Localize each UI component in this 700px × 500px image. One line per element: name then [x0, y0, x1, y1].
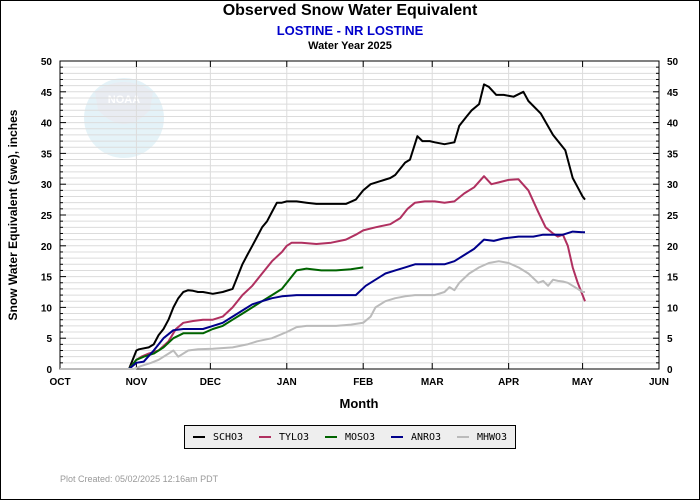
y-tick-label-left: 35 — [41, 149, 53, 160]
legend-item-scho3: SCHO3 — [192, 431, 244, 443]
y-tick-label-right: 40 — [667, 119, 679, 130]
y-tick-label-right: 5 — [667, 334, 673, 345]
y-tick-label-right: 10 — [667, 303, 679, 314]
noaa-logo-icon: NOAA — [84, 78, 164, 158]
y-tick-label-left: 50 — [41, 57, 53, 68]
series-line-scho3 — [60, 83, 586, 370]
plot-created-timestamp: Plot Created: 05/02/2025 12:16am PDT — [60, 474, 219, 484]
legend-swatch — [390, 436, 403, 438]
legend-label: ANRO3 — [410, 431, 442, 443]
y-tick-label-right: 35 — [667, 149, 679, 160]
series-line-anro3 — [60, 230, 585, 370]
legend-item-tylo3: TYLO3 — [258, 431, 310, 443]
legend-label: SCHO3 — [212, 431, 244, 443]
y-tick-label-right: 20 — [667, 242, 679, 253]
y-tick-label-left: 15 — [41, 273, 53, 284]
series-line-tylo3 — [60, 175, 586, 370]
legend-item-moso3: MOSO3 — [324, 431, 376, 443]
legend-item-mhwo3: MHWO3 — [456, 431, 508, 443]
svg-text:NOAA: NOAA — [108, 94, 140, 106]
y-tick-label-left: 10 — [41, 303, 53, 314]
y-tick-label-right: 15 — [667, 273, 679, 284]
chart-title: Observed Snow Water Equivalent — [222, 2, 478, 19]
y-tick-label-left: 5 — [46, 334, 52, 345]
y-tick-label-left: 45 — [41, 88, 53, 99]
x-tick-label: DEC — [200, 377, 221, 388]
x-axis-label: Month — [340, 396, 379, 411]
y-tick-label-left: 20 — [41, 242, 53, 253]
x-tick-label: MAR — [421, 377, 445, 388]
y-tick-label-right: 45 — [667, 88, 679, 99]
y-tick-label-right: 25 — [667, 211, 679, 222]
legend: SCHO3 TYLO3 MOSO3 ANRO3 MHWO3 — [184, 425, 516, 449]
x-tick-label: NOV — [126, 377, 148, 388]
x-tick-label: OCT — [49, 377, 70, 388]
legend-swatch — [324, 436, 337, 438]
x-tick-label: MAY — [572, 377, 594, 388]
y-tick-label-right: 30 — [667, 180, 679, 191]
legend-swatch — [192, 436, 205, 438]
y-tick-label-right: 0 — [667, 365, 673, 376]
x-tick-label: APR — [498, 377, 520, 388]
legend-swatch — [258, 436, 271, 438]
y-tick-label-left: 25 — [41, 211, 53, 222]
x-tick-label: JAN — [277, 377, 297, 388]
x-tick-label: JUN — [649, 377, 669, 388]
water-year-label: Water Year 2025 — [308, 40, 392, 52]
y-tick-label-right: 50 — [667, 57, 679, 68]
legend-label: MOSO3 — [344, 431, 376, 443]
chart-subtitle: LOSTINE - NR LOSTINE — [276, 23, 424, 38]
series-line-mhwo3 — [60, 260, 585, 370]
y-axis-label: Snow Water Equivalent (swe), inches — [6, 109, 20, 320]
legend-item-anro3: ANRO3 — [390, 431, 442, 443]
y-tick-label-left: 0 — [46, 365, 52, 376]
x-tick-label: FEB — [353, 377, 373, 388]
legend-label: TYLO3 — [278, 431, 310, 443]
series-line-moso3 — [60, 266, 364, 370]
legend-swatch — [456, 436, 469, 438]
legend-label: MHWO3 — [476, 431, 508, 443]
y-tick-label-left: 40 — [41, 119, 53, 130]
y-tick-label-left: 30 — [41, 180, 53, 191]
